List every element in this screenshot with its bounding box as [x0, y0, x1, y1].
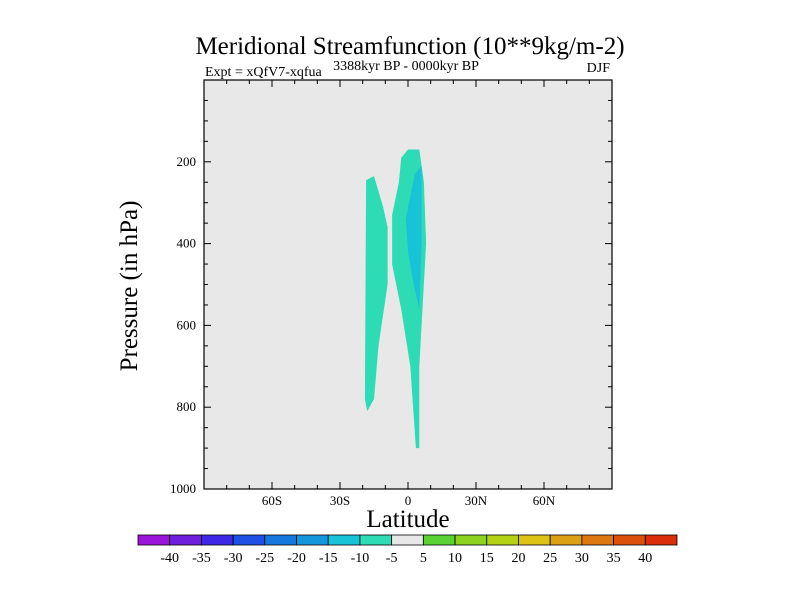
- colorbar-label: -10: [351, 551, 370, 566]
- colorbar-swatch: [549, 534, 583, 546]
- colorbar-swatch: [169, 534, 202, 546]
- contour-equatorial-cell-inner: [405, 165, 422, 309]
- colorbar-swatch: [359, 534, 393, 546]
- colorbar-swatch: [644, 534, 678, 546]
- x-tick-label: 60N: [533, 493, 556, 508]
- chart-title: Meridional Streamfunction (10**9kg/m-2): [195, 33, 624, 60]
- y-tick-label: 200: [177, 154, 197, 169]
- contour-southern-cell-outer: [364, 176, 388, 412]
- colorbar-swatch: [296, 534, 329, 546]
- plot-area: [204, 80, 612, 489]
- colorbar-swatch: [518, 534, 551, 546]
- colorbar-swatch: [391, 534, 424, 546]
- colorbar-label: -30: [224, 551, 243, 566]
- colorbar-label: 35: [607, 551, 621, 566]
- colorbar-swatch: [613, 534, 646, 546]
- y-tick-label: 600: [177, 317, 197, 332]
- colorbar-swatch: [454, 534, 488, 546]
- colorbar-swatch: [201, 534, 234, 546]
- colorbar-label: -35: [192, 551, 211, 566]
- period-label: 3388kyr BP - 0000kyr BP: [333, 59, 479, 74]
- colorbar-label: -20: [287, 551, 306, 566]
- colorbar-label: -5: [386, 551, 398, 566]
- experiment-label: Expt = xQfV7-xqfua: [205, 65, 323, 80]
- colorbar-label: 10: [448, 551, 462, 566]
- colorbar-swatch: [264, 534, 297, 546]
- colorbar-swatch: [422, 534, 456, 546]
- season-label: DJF: [587, 61, 611, 76]
- colorbar-label: -15: [319, 551, 338, 566]
- colorbar-swatch: [581, 534, 614, 546]
- colorbar: -40 -35 -30 -25 -20 -15 -10 -5 5 10 15 20 25 30 35 40: [137, 534, 678, 566]
- colorbar-label: 20: [511, 551, 525, 566]
- y-tick-label: 1000: [170, 481, 196, 496]
- colorbar-label: 25: [543, 551, 557, 566]
- x-tick-label: 30S: [330, 493, 350, 508]
- y-axis-label: Pressure (in hPa): [116, 201, 143, 372]
- colorbar-swatch: [486, 534, 519, 546]
- colorbar-swatch: [232, 534, 266, 546]
- colorbar-label: -25: [255, 551, 274, 566]
- colorbar-label: -40: [160, 551, 179, 566]
- y-tick-label: 800: [177, 399, 197, 414]
- colorbar-label: 30: [575, 551, 589, 566]
- x-tick-label: 0: [405, 493, 412, 508]
- colorbar-label: 40: [638, 551, 652, 566]
- y-tick-label: 400: [177, 236, 197, 251]
- colorbar-swatch: [327, 534, 361, 546]
- colorbar-label: 15: [480, 551, 494, 566]
- axes: 60S 30S 0 30N 60N 200 400 600 800 1000: [170, 79, 613, 508]
- x-axis-label: Latitude: [366, 506, 449, 533]
- colorbar-swatch: [137, 534, 171, 546]
- x-tick-label: 30N: [465, 493, 488, 508]
- x-tick-label: 60S: [262, 493, 282, 508]
- colorbar-label: 5: [420, 551, 427, 566]
